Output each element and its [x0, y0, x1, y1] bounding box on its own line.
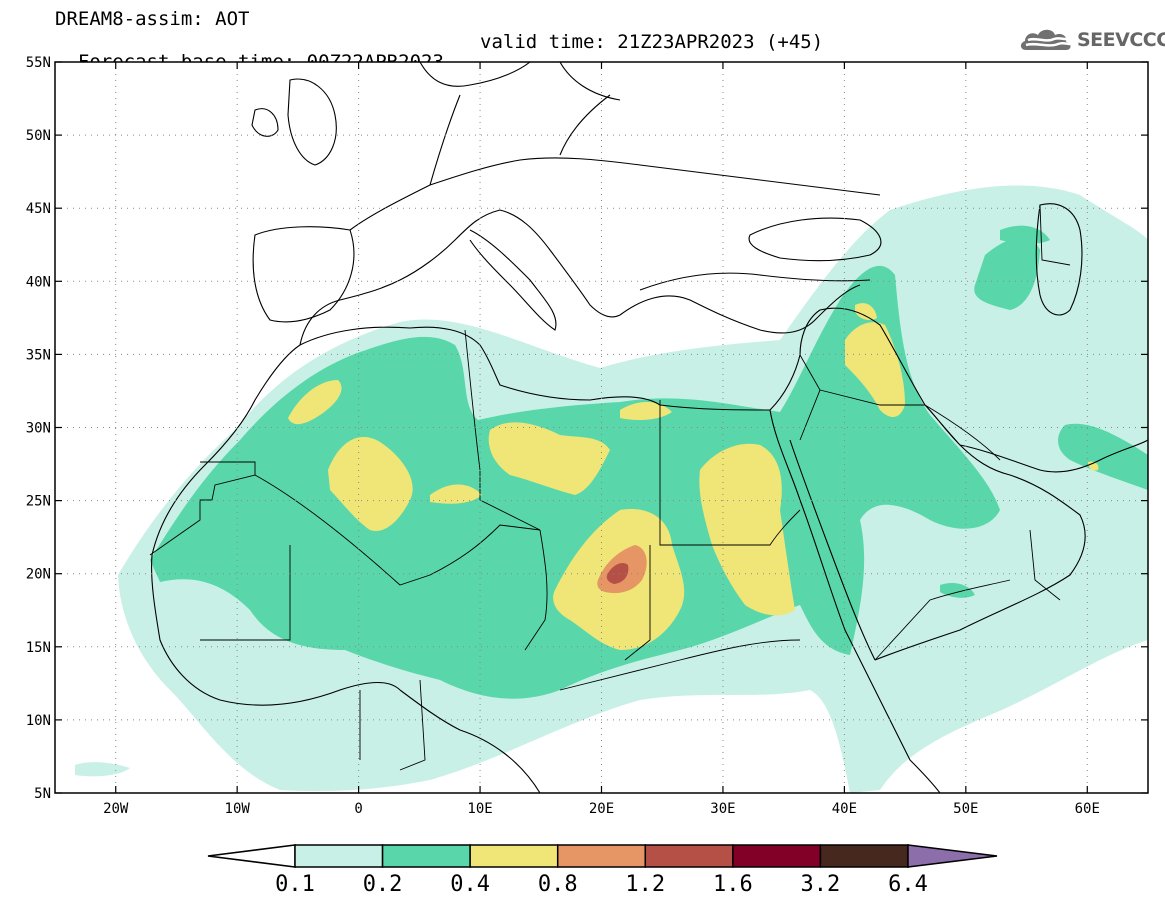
lat-label: 25N [26, 494, 51, 510]
colorbar-segment [294, 844, 384, 868]
colorbar-over-triangle [907, 844, 998, 868]
lat-label: 50N [26, 128, 51, 144]
colorbar-segment [469, 844, 559, 868]
lat-label: 30N [26, 421, 51, 437]
colorbar-label: 3.2 [800, 872, 841, 897]
lat-label: 15N [26, 640, 51, 656]
axis-tickmarks [55, 61, 1148, 794]
lon-label: 30E [710, 801, 735, 817]
logo-text: SEEVCCC [1077, 29, 1165, 51]
longitude-labels: 20W 10W 0 10E 20E 30E 40E 50E 60E [103, 801, 1100, 817]
colorbar-label: 6.4 [888, 872, 928, 897]
coastlines [151, 62, 1148, 793]
map-title: DREAM8-assim: AOT [55, 8, 250, 30]
colorbar-segment [556, 844, 647, 868]
colorbar-segment [819, 844, 909, 868]
colorbar-label: 0.1 [275, 872, 315, 897]
aot-band-1.2-1.6 [606, 563, 629, 584]
lon-label: 20W [103, 801, 129, 817]
colorbar-segment [732, 844, 822, 868]
cloud-icon [1020, 29, 1071, 50]
aot-band-0.4-0.8 [288, 303, 1099, 650]
lon-label: 60E [1075, 801, 1100, 817]
lat-label: 45N [26, 201, 51, 217]
lon-label: 40E [832, 801, 857, 817]
lon-label: 10W [225, 801, 251, 817]
colorbar-label: 1.2 [625, 872, 666, 897]
lat-lon-grid [55, 62, 1148, 793]
lat-label: 40N [26, 274, 51, 290]
lon-label: 10E [467, 801, 492, 817]
colorbar-label: 0.4 [450, 872, 491, 897]
valid-time: valid time: 21Z23APR2023 (+45) [480, 31, 824, 53]
colorbar-label: 0.8 [537, 872, 578, 897]
lon-label: 50E [953, 801, 978, 817]
lat-label: 35N [26, 347, 51, 363]
lon-label: 20E [589, 801, 614, 817]
lat-label: 20N [26, 567, 51, 583]
country-borders [149, 204, 1071, 771]
colorbar-under-triangle [207, 844, 296, 868]
lat-label: 5N [34, 786, 51, 802]
latitude-labels: 55N 50N 45N 40N 35N 30N 25N 20N 15N 10N 5N [26, 55, 51, 802]
colorbar-segment [644, 844, 734, 868]
seevccc-logo: SEEVCCC [1018, 25, 1165, 55]
colorbar-label: 0.2 [362, 872, 403, 897]
colorbar [207, 844, 998, 868]
lon-label: 0 [354, 801, 362, 817]
colorbar-label: 1.6 [712, 872, 753, 897]
lat-label: 10N [26, 713, 51, 729]
colorbar-segment [381, 844, 471, 868]
lat-label: 55N [26, 55, 51, 71]
